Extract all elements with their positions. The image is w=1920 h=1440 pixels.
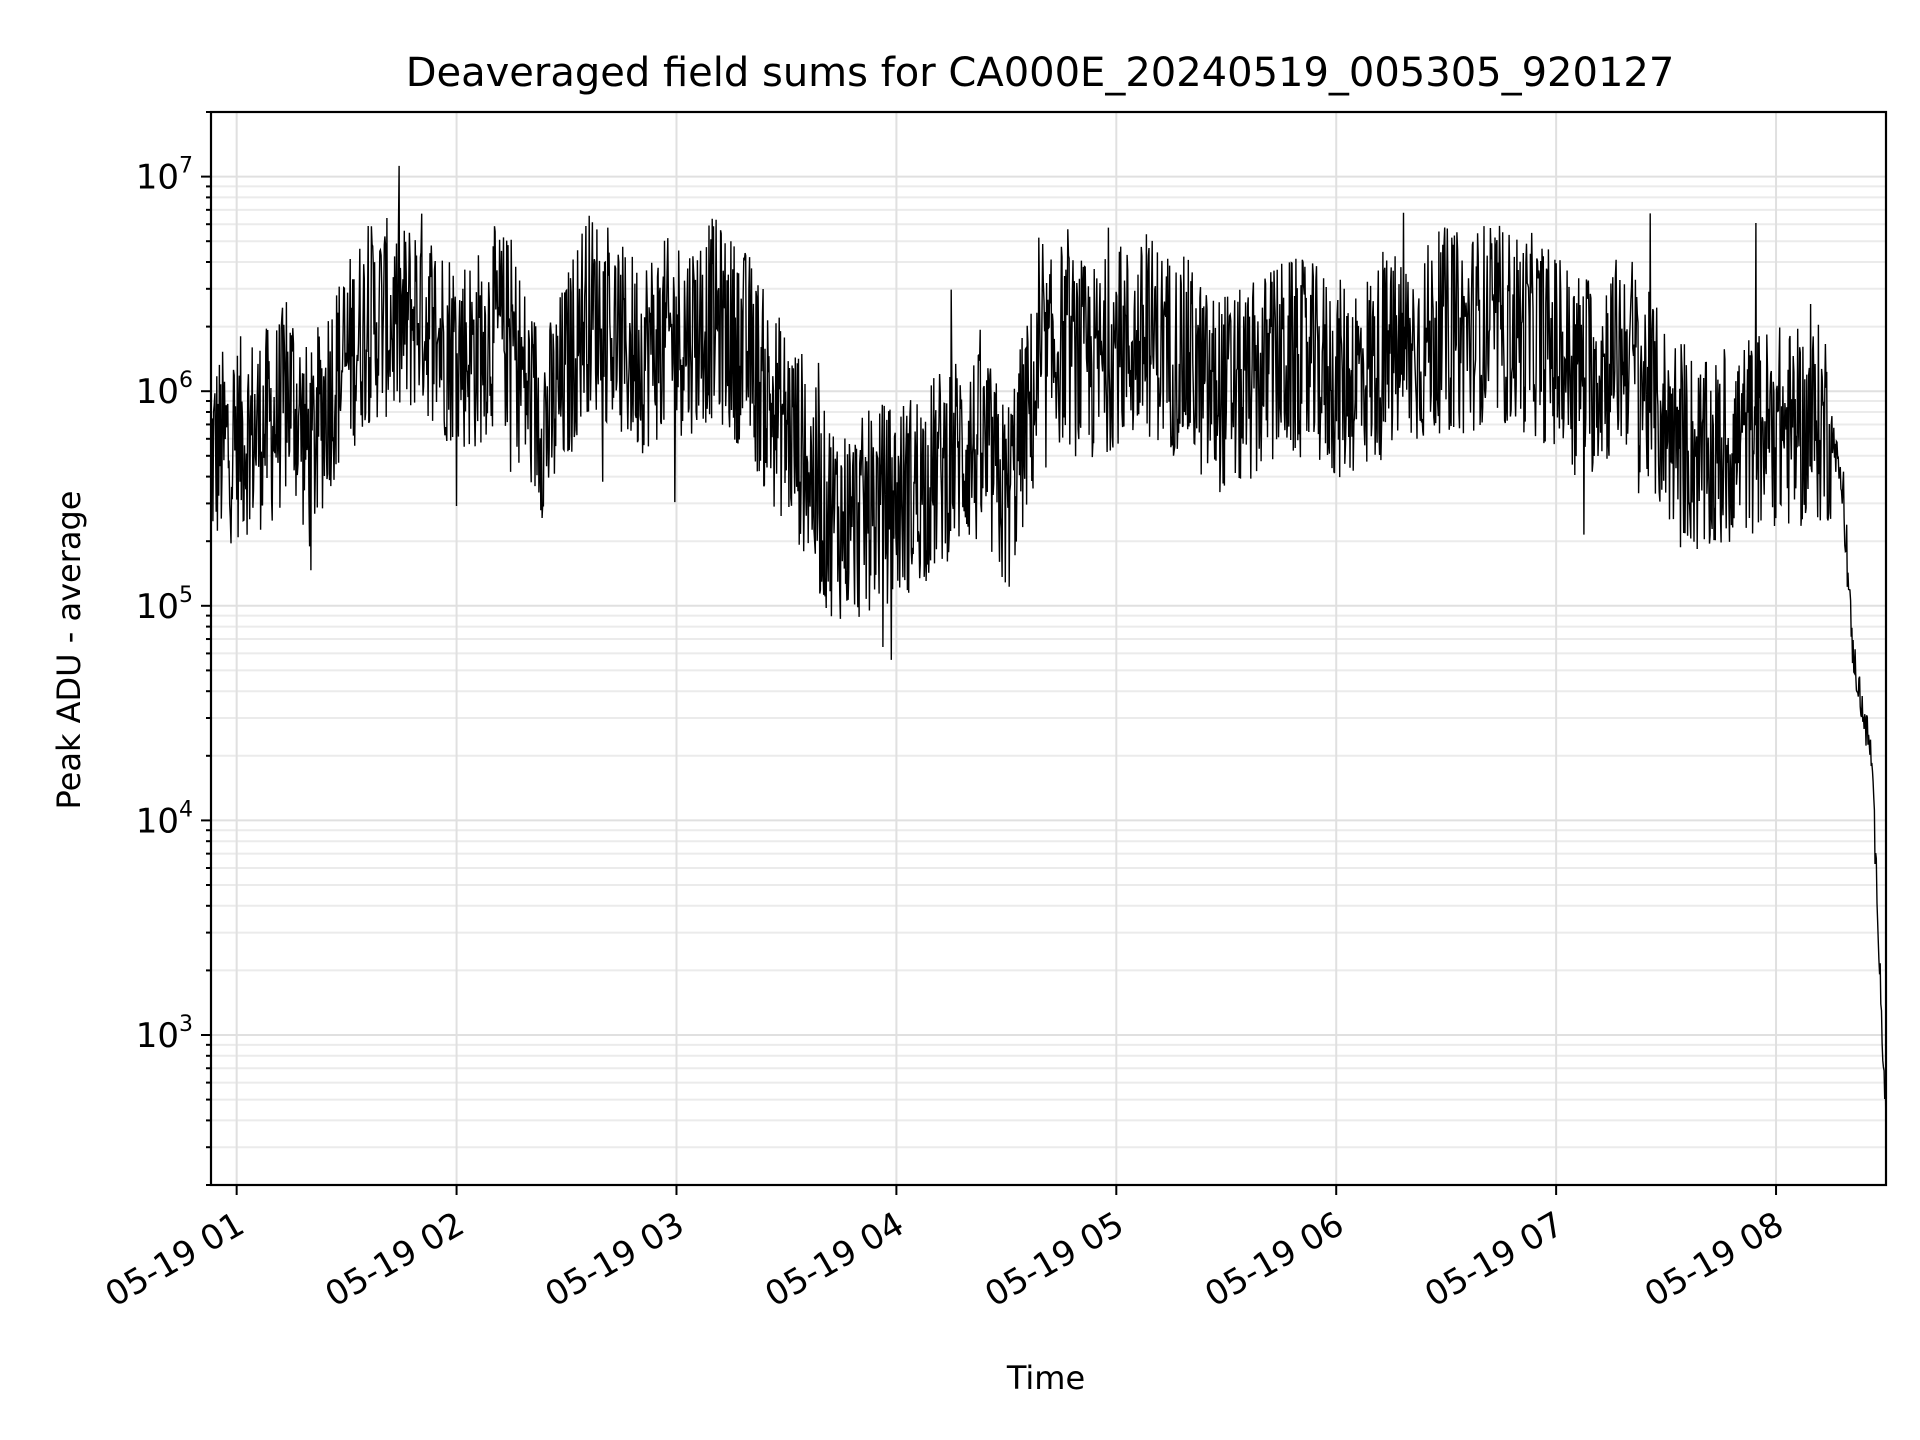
x-axis: 05-19 01 05-19 02 05-19 03 05-19 04 05-19 05…	[99, 1185, 1791, 1315]
x-tick-label: 05-19 04	[759, 1204, 911, 1315]
x-tick-label: 05-19 01	[99, 1204, 251, 1315]
y-tick-label: 107	[136, 154, 193, 198]
x-tick-label: 05-19 05	[978, 1204, 1130, 1315]
x-tick-label: 05-19 07	[1418, 1204, 1570, 1315]
x-axis-label: Time	[1006, 1359, 1085, 1397]
y-axis: 103 104 105 106 107	[136, 111, 211, 1186]
grid-lines	[211, 111, 1886, 1186]
x-tick-label: 05-19 03	[539, 1204, 691, 1315]
x-tick-label: 05-19 08	[1638, 1204, 1790, 1315]
y-tick-label: 105	[136, 583, 193, 627]
y-tick-label: 106	[136, 368, 193, 412]
series-line	[210, 165, 1887, 1130]
chart-title: Deaveraged field sums for CA000E_2024051…	[406, 50, 1675, 96]
plot-frame	[209, 110, 1888, 1187]
y-tick-label: 103	[136, 1012, 193, 1056]
x-tick-label: 05-19 06	[1198, 1204, 1350, 1315]
y-tick-label: 104	[136, 797, 193, 841]
y-axis-label: Peak ADU - average	[50, 491, 88, 810]
x-tick-label: 05-19 02	[319, 1204, 471, 1315]
